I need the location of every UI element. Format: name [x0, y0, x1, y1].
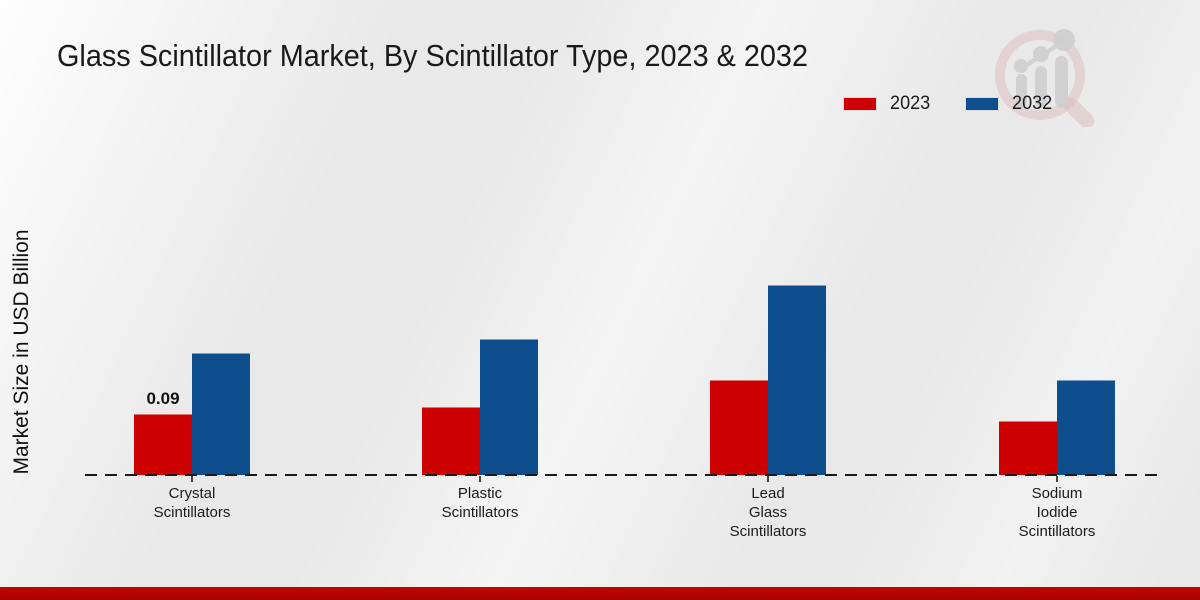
x-axis-tick — [1056, 476, 1058, 482]
bar-2023-crystal-scintillators — [134, 414, 192, 475]
category-label-lead-glass-scintillators: Lead Glass Scintillators — [729, 485, 807, 540]
footer-red-band — [0, 587, 1200, 600]
legend-item-2023: 2023 — [843, 93, 931, 115]
bar-2032-sodium-iodide-scintillators — [1057, 380, 1115, 475]
legend-swatch-2023 — [843, 97, 877, 111]
bar-2023-sodium-iodide-scintillators — [999, 421, 1057, 475]
legend-label-2032: 2032 — [1012, 93, 1053, 114]
category-label-sodium-iodide-scintillators: Sodium Iodide Scintillators — [1018, 485, 1096, 540]
legend-item-2032: 2032 — [965, 93, 1053, 115]
bar-2032-lead-glass-scintillators — [768, 285, 826, 475]
legend-swatch-2032 — [965, 97, 1000, 111]
x-axis-tick — [479, 476, 481, 482]
category-label-plastic-scintillators: Plastic Scintillators — [441, 485, 519, 521]
market-research-logo-watermark — [995, 29, 1095, 127]
chart-title: Glass Scintillator Market, By Scintillat… — [57, 38, 809, 73]
x-axis-tick — [767, 476, 769, 482]
bar-2032-crystal-scintillators — [192, 353, 250, 475]
chart-legend: 2023 2032 — [843, 93, 1054, 115]
legend-label-2023: 2023 — [890, 93, 931, 114]
bar-2032-plastic-scintillators — [480, 339, 538, 475]
x-axis-tick — [191, 476, 193, 482]
data-label-2023: 0.09 — [146, 389, 180, 408]
x-axis-dashed-baseline — [85, 474, 1165, 476]
category-label-crystal-scintillators: Crystal Scintillators — [153, 485, 231, 521]
bar-2023-lead-glass-scintillators — [710, 380, 768, 475]
bar-2023-plastic-scintillators — [422, 407, 480, 475]
